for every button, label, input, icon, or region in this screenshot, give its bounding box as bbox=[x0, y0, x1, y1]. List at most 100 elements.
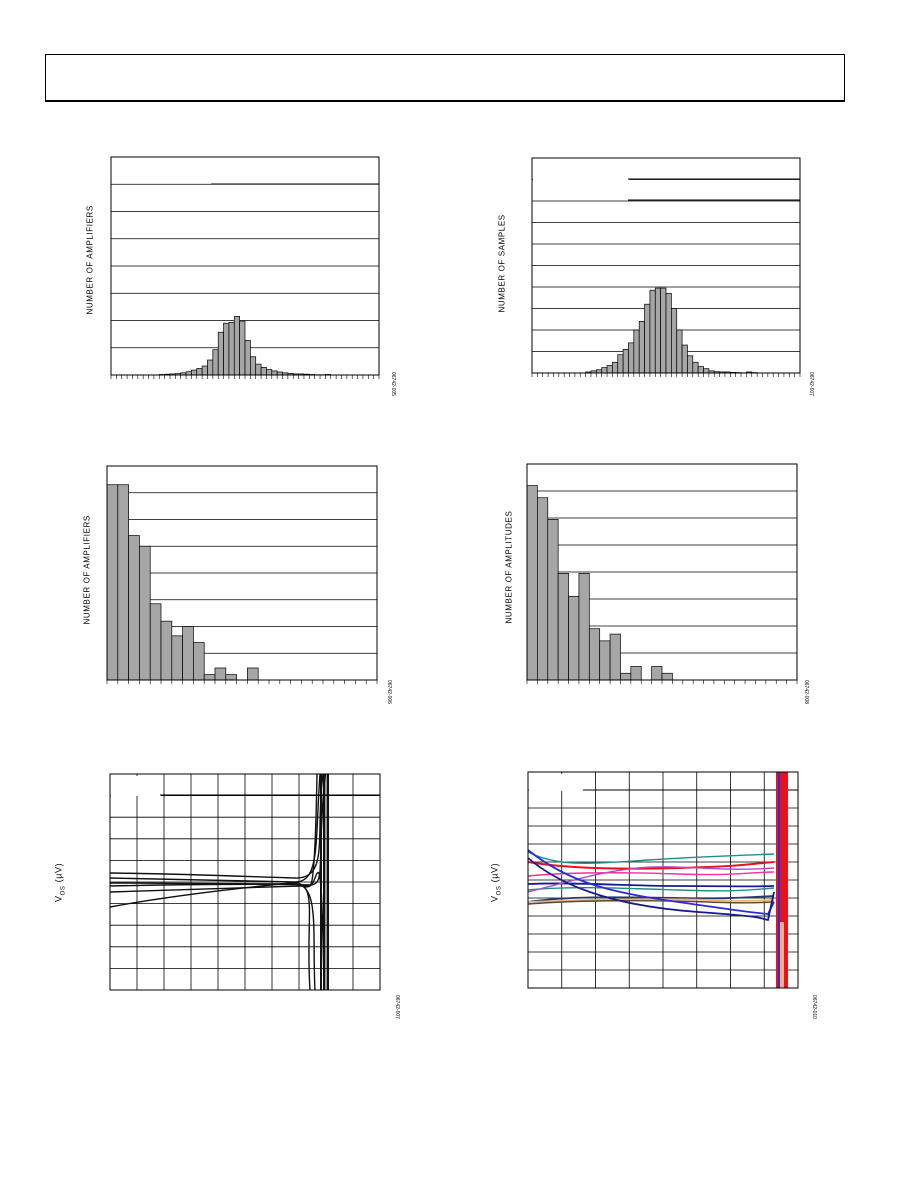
c6-series-line bbox=[527, 871, 775, 877]
c2-bar bbox=[660, 287, 667, 374]
chart-c4-plot bbox=[526, 463, 798, 684]
c1-legend-area bbox=[112, 159, 212, 183]
chart-c6-ylabel: VOS (µV) bbox=[489, 862, 503, 902]
c4-bar bbox=[599, 640, 611, 681]
chart-c5-figure-id: 06742-007 bbox=[394, 995, 400, 1019]
chart-c5-plot bbox=[109, 773, 381, 991]
c1-bar bbox=[244, 340, 251, 376]
c6-series-line bbox=[527, 898, 775, 903]
chart-c6-figure-id: 06742-010 bbox=[811, 995, 817, 1019]
c5-series-line bbox=[109, 773, 318, 887]
c5-series-line bbox=[109, 773, 324, 879]
c2-bar bbox=[644, 303, 651, 374]
c2-bar bbox=[687, 355, 694, 374]
chart-c1-ylabel: NUMBER OF AMPLIFIERS bbox=[85, 205, 95, 315]
c4-frame bbox=[526, 463, 798, 681]
chart-c4-figure-id: 06742-008 bbox=[803, 680, 809, 704]
c1-bar bbox=[217, 331, 224, 376]
c5-series-line bbox=[109, 882, 316, 991]
chart-c1-figure-id: 06742-005 bbox=[390, 372, 396, 396]
c4-bar bbox=[547, 518, 559, 681]
c2-bar bbox=[649, 289, 656, 374]
c2-bar bbox=[654, 287, 661, 374]
c5-series-line bbox=[289, 871, 325, 991]
chart-c5-ylabel: VOS (µV) bbox=[53, 862, 67, 902]
c1-bar bbox=[271, 370, 278, 376]
c6-series-line bbox=[527, 882, 775, 888]
c1-frame bbox=[110, 156, 380, 376]
c2-bar bbox=[601, 367, 608, 374]
c2-bar bbox=[606, 365, 613, 374]
chart-c3-figure-id: 06742-006 bbox=[386, 680, 392, 704]
c1-bar bbox=[255, 363, 262, 376]
c3-bar bbox=[160, 620, 173, 681]
c3-bar bbox=[128, 535, 140, 681]
c6-series-line bbox=[527, 899, 775, 905]
c4-bar bbox=[609, 633, 621, 681]
c1-bar bbox=[228, 322, 235, 376]
c1-bar bbox=[196, 368, 203, 376]
chart-c2-ylabel: NUMBER OF SAMPLES bbox=[497, 214, 507, 313]
c2-bar bbox=[628, 342, 635, 374]
c4-bar bbox=[651, 666, 663, 681]
c3-bar bbox=[203, 674, 216, 681]
c4-bar bbox=[526, 485, 538, 681]
c4-bar bbox=[568, 595, 580, 681]
c4-bar bbox=[620, 672, 632, 681]
c2-bar bbox=[703, 368, 710, 374]
c6-series-line bbox=[527, 866, 775, 893]
c1-bar bbox=[250, 356, 257, 376]
c3-frame bbox=[106, 465, 378, 681]
c2-bar bbox=[638, 321, 645, 374]
c1-bar bbox=[233, 316, 240, 376]
chart-c4-ylabel: NUMBER OF AMPLITUDES bbox=[504, 510, 514, 624]
chart-c2-figure-id: 06742-007 bbox=[808, 372, 814, 396]
c3-bar bbox=[193, 642, 205, 681]
chart-c3-plot bbox=[106, 465, 378, 684]
c2-bar bbox=[612, 361, 619, 374]
c3-bar bbox=[149, 603, 162, 681]
c3-bar bbox=[182, 626, 194, 681]
c6-series-line bbox=[527, 887, 775, 892]
c3-bar bbox=[171, 635, 183, 681]
c2-bar bbox=[633, 329, 640, 374]
vos-vs-time-chart-2 bbox=[527, 771, 799, 989]
histogram-tc-amplitudes bbox=[526, 463, 798, 684]
chart-c3-ylabel: NUMBER OF AMPLIFIERS bbox=[82, 515, 92, 625]
c3-bar bbox=[117, 484, 129, 681]
c3-bar bbox=[214, 667, 227, 681]
c4-bar bbox=[630, 666, 642, 681]
c5-legend-area bbox=[111, 776, 161, 796]
c2-legend-area bbox=[533, 160, 629, 200]
c4-bar bbox=[588, 628, 601, 681]
c3-bar bbox=[106, 484, 119, 681]
c1-bar bbox=[201, 365, 208, 376]
c4-bar bbox=[578, 572, 590, 681]
c6-frame bbox=[527, 771, 799, 989]
c2-bar bbox=[681, 344, 688, 374]
c1-bar bbox=[223, 322, 230, 376]
c1-bar bbox=[207, 359, 214, 376]
c5-frame bbox=[109, 773, 381, 991]
c1-bar bbox=[260, 367, 267, 376]
c3-bar bbox=[225, 674, 237, 681]
c6-dense-band bbox=[780, 922, 784, 988]
c1-bar bbox=[212, 349, 219, 376]
c5-series-line bbox=[109, 882, 311, 991]
vos-vs-time-chart-1 bbox=[109, 773, 381, 991]
c1-bar bbox=[191, 369, 198, 376]
chart-c2-plot bbox=[531, 157, 801, 377]
c4-bar bbox=[661, 672, 673, 681]
c2-bar bbox=[617, 354, 624, 374]
c6-series-line bbox=[527, 851, 775, 864]
page-header-box bbox=[45, 54, 845, 102]
c6-legend-area bbox=[529, 774, 584, 791]
c2-bar bbox=[697, 366, 704, 374]
c2-bar bbox=[671, 308, 678, 374]
c4-bar bbox=[557, 572, 569, 681]
c2-frame bbox=[531, 157, 801, 374]
c6-series-line bbox=[527, 849, 775, 915]
histogram-offset-voltage bbox=[110, 156, 380, 379]
c5-series-line bbox=[109, 773, 321, 883]
c2-bar bbox=[676, 329, 683, 374]
